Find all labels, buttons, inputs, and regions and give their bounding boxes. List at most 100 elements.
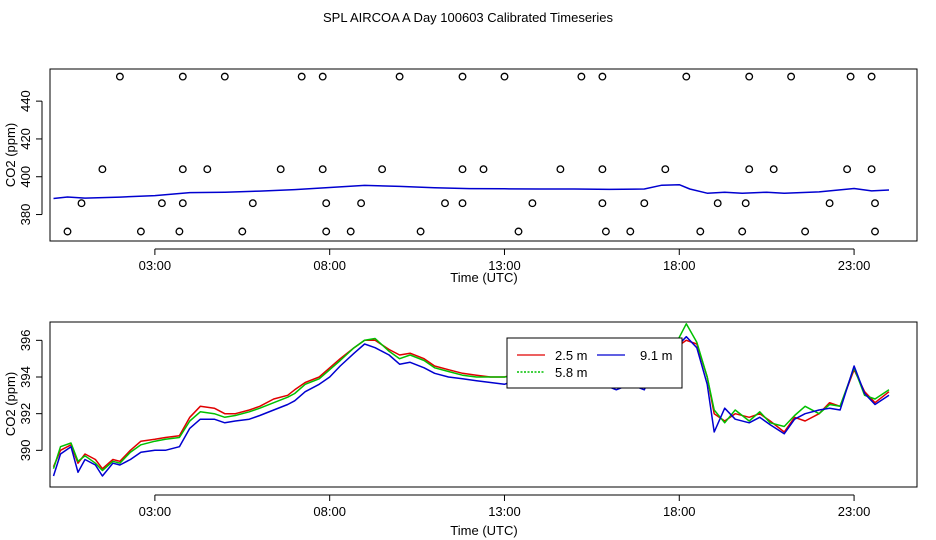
series-line-blue-bottom [52,335,890,477]
data-marker [136,227,145,236]
axes-bottom: 03:00 08:00 13:00 18:00 23:00 390 392 394 396 [18,329,870,519]
series-line-red-bottom [52,339,890,470]
data-marker [479,165,488,174]
data-marker [220,72,229,81]
data-marker [115,72,124,81]
data-marker [846,72,855,81]
data-marker [738,227,747,236]
data-marker [157,199,166,208]
data-marker [598,72,607,81]
data-marker [77,199,86,208]
data-marker [696,227,705,236]
data-marker [745,72,754,81]
data-marker [577,72,586,81]
x-tick-label: 03:00 [139,258,172,273]
data-marker [322,227,331,236]
data-marker [741,199,750,208]
data-marker [871,227,879,236]
data-marker [178,165,187,174]
data-marker [500,72,509,81]
data-marker [843,165,852,174]
data-marker [458,72,467,81]
x-axis-label-bottom: Time (UTC) [450,523,517,538]
data-marker [357,199,366,208]
data-marker [98,165,107,174]
x-tick-label: 18:00 [663,258,696,273]
markers-top [63,72,879,236]
data-marker [682,72,691,81]
data-marker [203,165,212,174]
panel-bottom: 03:00 08:00 13:00 18:00 23:00 390 392 394 396 Ti… [3,321,918,538]
series-top [53,183,890,200]
y-tick-label: 400 [18,166,33,188]
data-marker [178,199,187,208]
data-marker [514,227,523,236]
y-tick-label: 396 [18,329,33,351]
data-marker [640,199,649,208]
data-marker [318,165,327,174]
data-marker [322,199,331,208]
series-line-blue-top [53,183,890,200]
x-axis-label-top: Time (UTC) [450,270,517,285]
data-marker [769,165,778,174]
data-marker [248,199,257,208]
data-marker [318,72,327,81]
data-marker [661,165,670,174]
data-marker [713,199,722,208]
data-marker [598,165,607,174]
data-marker [378,165,387,174]
x-tick-label: 03:00 [139,504,172,519]
data-marker [276,165,285,174]
y-tick-label: 420 [18,128,33,150]
data-marker [528,199,537,208]
data-marker [601,227,610,236]
x-tick-label: 18:00 [663,504,696,519]
data-marker [867,72,876,81]
data-marker [178,72,187,81]
data-marker [801,227,810,236]
data-marker [825,199,834,208]
axes-top: 03:00 08:00 13:00 18:00 23:00 380 400 420 440 [18,90,870,273]
legend-box [506,337,683,389]
data-marker [297,72,306,81]
data-marker [175,227,184,236]
y-tick-label: 380 [18,204,33,226]
data-marker [745,165,754,174]
x-tick-label: 13:00 [488,258,521,273]
legend-label-green: 5.8 m [555,365,588,380]
y-axis-label-top: CO2 (ppm) [3,123,18,187]
series-line-green-bottom [52,323,890,472]
data-marker [238,227,247,236]
data-marker [441,199,449,208]
data-marker [598,199,607,208]
x-tick-label: 13:00 [488,504,521,519]
y-tick-label: 390 [18,439,33,461]
data-marker [867,165,876,174]
legend-label-red: 2.5 m [555,348,588,363]
data-marker [63,227,72,236]
x-tick-label: 23:00 [838,504,871,519]
data-marker [416,227,425,236]
x-tick-label: 08:00 [313,504,346,519]
y-axis-label-bottom: CO2 (ppm) [3,372,18,436]
y-tick-label: 394 [18,366,33,388]
data-marker [458,199,467,208]
plot-frame-top [49,68,918,242]
data-marker [787,72,796,81]
x-tick-label: 08:00 [313,258,346,273]
data-marker [871,199,879,208]
data-marker [556,165,565,174]
y-tick-label: 440 [18,90,33,112]
legend-label-blue: 9.1 m [640,348,673,363]
data-marker [458,165,467,174]
legend: 2.5 m 9.1 m 5.8 m [506,337,683,389]
y-tick-label: 392 [18,403,33,425]
data-marker [346,227,355,236]
series-bottom [52,323,890,477]
x-tick-label: 23:00 [838,258,871,273]
data-marker [626,227,635,236]
plot-frame-bottom [49,321,918,488]
panel-top: 03:00 08:00 13:00 18:00 23:00 380 400 420 440 Ti… [3,68,918,285]
